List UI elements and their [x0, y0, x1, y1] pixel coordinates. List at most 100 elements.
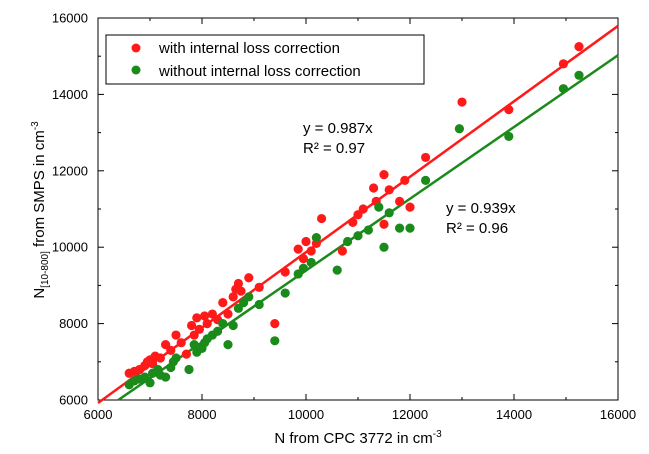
y-tick-labels: 6000 8000 10000 12000 14000 16000 [52, 11, 88, 408]
legend: with internal loss correction without in… [105, 34, 425, 85]
data-point [166, 345, 176, 355]
data-point [228, 292, 238, 302]
data-point [363, 225, 373, 235]
data-point [293, 244, 303, 254]
fit-equation: y = 0.939x [446, 200, 516, 217]
legend-label: without internal loss correction [158, 63, 361, 80]
x-tick-label: 14000 [496, 407, 532, 422]
data-point [337, 246, 347, 256]
data-point [405, 202, 415, 212]
data-point [223, 309, 233, 319]
legend-label: with internal loss correction [158, 40, 340, 57]
data-point [244, 273, 254, 283]
data-point [379, 219, 389, 229]
legend-marker [131, 65, 141, 75]
data-point [233, 278, 243, 289]
plot-area [97, 17, 619, 404]
data-point [574, 70, 584, 80]
fit-r-squared: R² = 0.96 [446, 220, 508, 237]
y-tick-label: 16000 [52, 11, 88, 26]
data-point [405, 223, 415, 233]
y-tick-label: 10000 [52, 240, 88, 255]
data-point [254, 282, 264, 292]
data-point [353, 231, 363, 241]
data-point [194, 324, 204, 334]
x-tick-label: 8000 [188, 407, 217, 422]
data-points [124, 42, 584, 390]
data-point [213, 326, 223, 336]
data-point [298, 254, 308, 264]
data-point [161, 372, 171, 382]
data-point [280, 267, 290, 277]
tick-marks [97, 17, 619, 401]
data-point [374, 202, 384, 212]
data-point [187, 320, 197, 331]
data-point [421, 175, 431, 185]
data-point [244, 292, 254, 302]
data-point [218, 297, 228, 308]
data-point [306, 246, 316, 256]
data-point [270, 319, 280, 329]
data-point [189, 340, 199, 350]
data-point [192, 313, 202, 323]
data-point [311, 233, 321, 243]
legend-box [105, 34, 425, 85]
data-point [218, 319, 228, 329]
data-point [574, 42, 584, 52]
data-point [457, 97, 467, 107]
data-point [379, 170, 389, 180]
data-point [155, 353, 165, 363]
data-point [558, 84, 569, 94]
data-point [145, 378, 155, 388]
data-point [228, 320, 238, 331]
x-tick-label: 6000 [84, 407, 113, 422]
x-tick-label: 12000 [392, 407, 428, 422]
data-point [504, 105, 514, 115]
data-point [384, 185, 394, 195]
data-point [348, 217, 358, 227]
data-point [171, 330, 181, 340]
data-point [184, 364, 194, 375]
data-point [395, 223, 405, 233]
data-point [200, 311, 210, 321]
data-point [395, 196, 405, 206]
data-point [504, 131, 514, 142]
x-tick-label: 16000 [600, 407, 636, 422]
data-point [181, 349, 191, 359]
data-point [301, 236, 311, 247]
data-point [306, 257, 316, 268]
y-tick-label: 12000 [52, 163, 88, 178]
data-point [332, 265, 342, 275]
x-tick-labels: 6000 8000 10000 12000 14000 16000 [84, 407, 637, 422]
data-point [176, 338, 186, 348]
data-point [384, 208, 394, 218]
x-tick-label: 10000 [288, 407, 324, 422]
legend-marker [131, 43, 141, 53]
data-point [202, 319, 212, 329]
fit-r-squared: R² = 0.97 [303, 140, 365, 157]
data-point [400, 175, 410, 185]
data-point [317, 213, 327, 224]
data-point [280, 288, 290, 298]
data-point [558, 59, 569, 69]
fit-equation: y = 0.987x [303, 120, 373, 137]
data-point [270, 336, 280, 346]
fit-annotations: y = 0.987x R² = 0.97 y = 0.939x R² = 0.9… [303, 120, 516, 237]
y-axis-label: N[10-800] from SMPS in cm-3 [30, 121, 51, 299]
data-point [369, 183, 379, 193]
y-tick-label: 14000 [52, 87, 88, 102]
data-point [358, 204, 368, 214]
data-point [454, 124, 464, 134]
data-point [421, 152, 431, 163]
data-point [298, 263, 308, 273]
x-axis-label: N from CPC 3772 in cm-3 [274, 429, 442, 447]
data-point [379, 242, 389, 252]
y-tick-label: 8000 [59, 316, 88, 331]
data-point [171, 353, 181, 363]
data-point [254, 299, 264, 310]
data-point [343, 236, 353, 247]
data-point [236, 286, 246, 296]
data-point [223, 340, 233, 350]
y-tick-label: 6000 [59, 393, 88, 408]
